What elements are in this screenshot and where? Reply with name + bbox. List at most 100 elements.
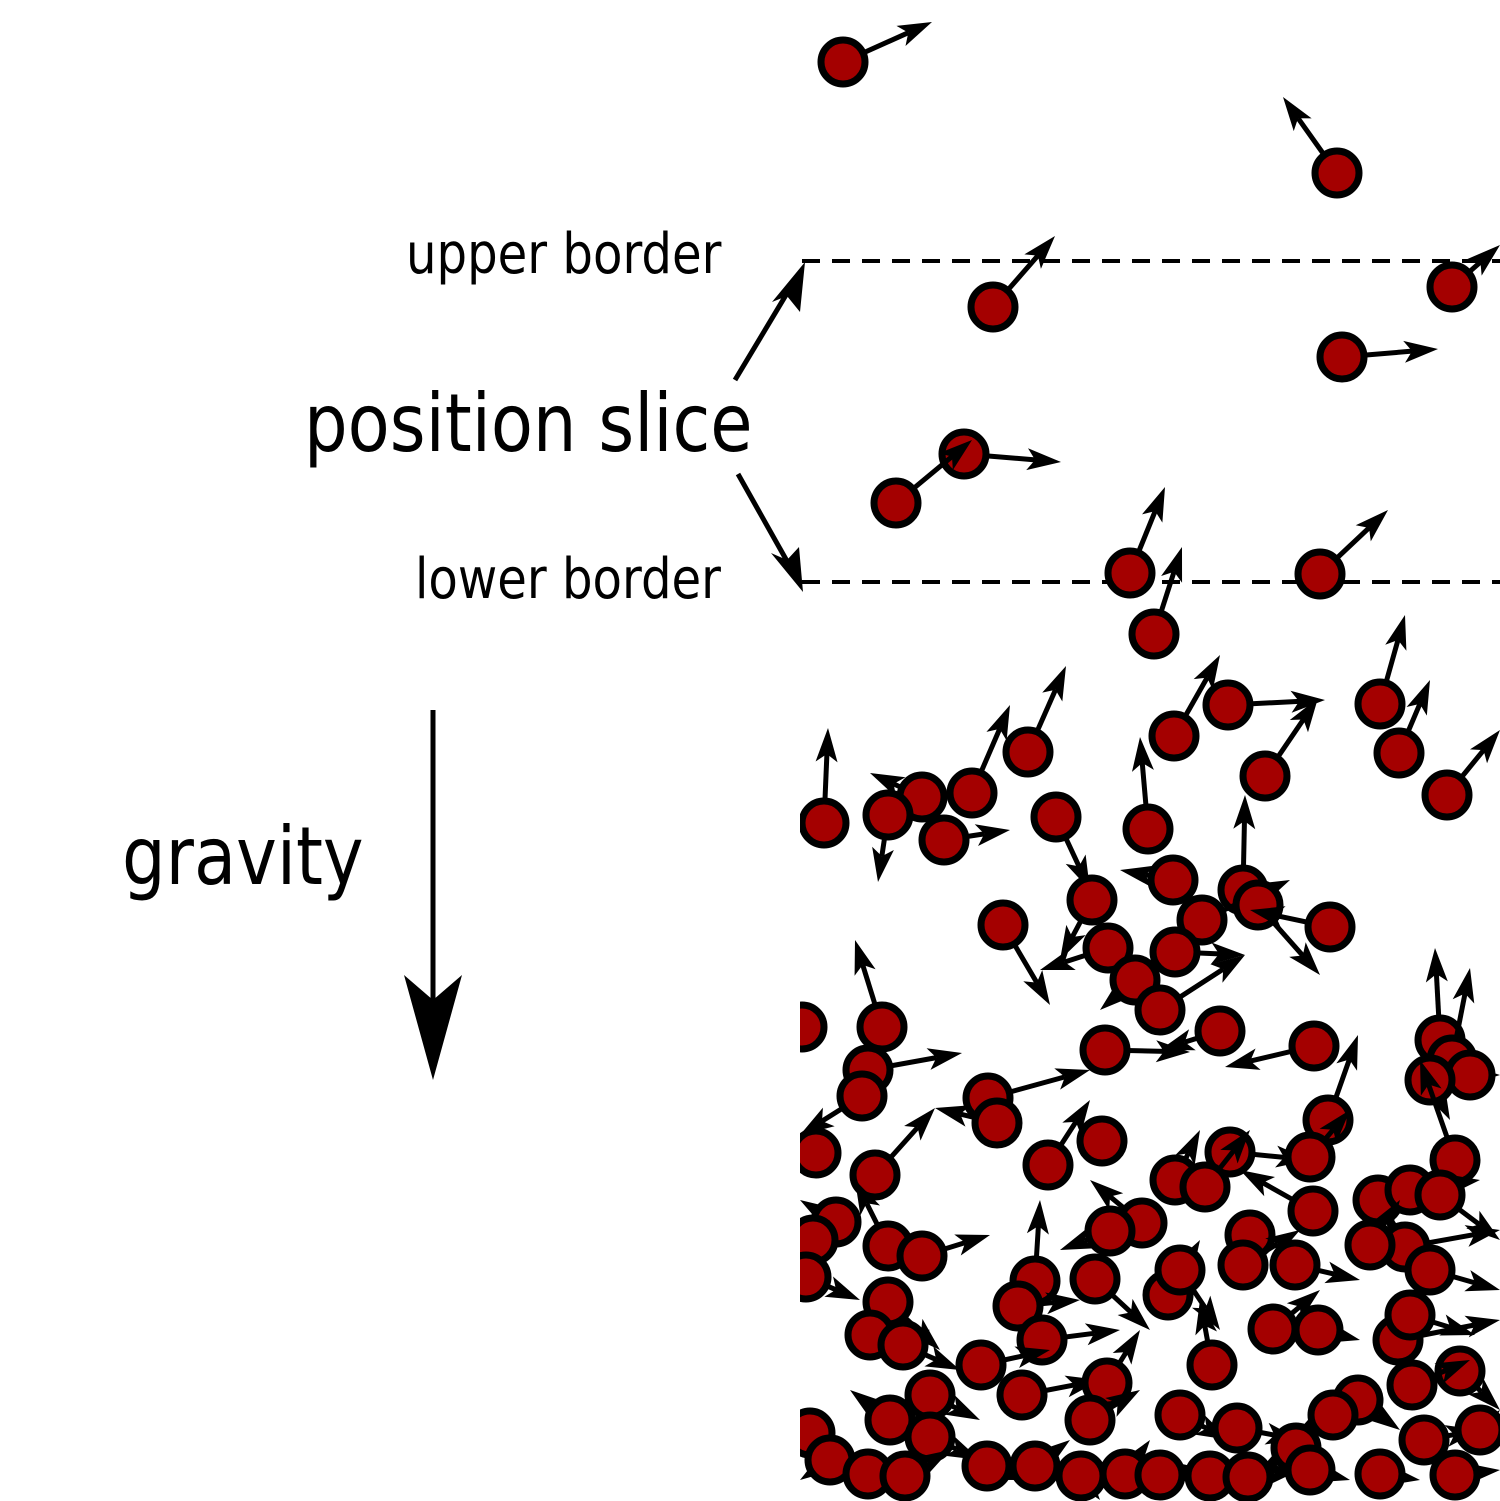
velocity-arrow-head: [1286, 1290, 1320, 1321]
gravity-arrow-icon: [404, 710, 462, 1080]
particle-icon: [1148, 655, 1220, 762]
particle-icon: [1240, 1170, 1339, 1237]
velocity-arrow-head: [1371, 1200, 1400, 1235]
particle-icon: [1239, 698, 1318, 802]
particle-icon: [1404, 1244, 1500, 1296]
particle-body: [977, 899, 1029, 951]
upper-pointer-arrow-icon: [732, 262, 805, 382]
velocity-arrow-head: [872, 846, 894, 882]
particle-icon: [1030, 791, 1090, 890]
particle-icon: [896, 1230, 990, 1282]
particle-icon: [904, 1411, 980, 1463]
particle-icon: [849, 1108, 935, 1201]
particle-icon: [977, 899, 1050, 1005]
particle-icon: [1064, 1390, 1140, 1446]
particle-icon: [1294, 510, 1388, 600]
particle-icon: [1225, 1020, 1340, 1072]
particle-icon: [877, 1319, 960, 1371]
velocity-arrow-head: [1403, 340, 1438, 363]
velocity-arrow-head: [896, 22, 932, 46]
particle-body: [961, 1440, 1013, 1492]
particle-body: [1414, 1169, 1466, 1221]
particle-body: [1055, 1450, 1107, 1501]
velocity-arrow-head: [915, 1450, 950, 1477]
particle-icon: [1022, 1100, 1090, 1191]
particle-body: [1154, 1389, 1206, 1441]
particle-body: [1009, 1440, 1061, 1492]
particle-icon: [1247, 1290, 1320, 1355]
particle-body: [1434, 1345, 1486, 1397]
velocity-arrow-head: [1439, 1314, 1475, 1336]
particle-body: [996, 1369, 1048, 1421]
particle-icon: [1076, 1115, 1128, 1167]
lower-pointer-arrow-icon: [735, 472, 803, 592]
particle-icon: [967, 236, 1055, 333]
particle-body: [1384, 1289, 1436, 1341]
particle-body: [1239, 750, 1291, 802]
particle-body: [1386, 1359, 1438, 1411]
particle-icon: [918, 814, 1010, 866]
particle-icon: [1069, 1253, 1150, 1330]
particle-body: [1176, 894, 1228, 946]
particle-icon: [1149, 926, 1245, 978]
velocity-arrow-head: [1336, 1035, 1358, 1071]
particle-icon: [879, 1450, 950, 1501]
particle-body: [1373, 727, 1425, 779]
particle-body: [800, 1127, 842, 1179]
particle-body: [1202, 679, 1254, 731]
particle-icon: [904, 1369, 980, 1421]
particle-body: [1426, 261, 1478, 313]
velocity-arrow-head: [944, 1394, 980, 1420]
velocity-arrow-head: [974, 824, 1010, 846]
particle-body: [896, 1230, 948, 1282]
particle-icon: [800, 1001, 828, 1053]
particle-body: [1179, 1161, 1231, 1213]
particle-body: [1316, 331, 1368, 383]
particle-body: [1311, 147, 1363, 199]
velocity-arrow-head: [824, 1276, 860, 1300]
particle-body: [1104, 547, 1156, 599]
velocity-arrow-head: [1042, 666, 1066, 702]
particle-icon: [1040, 922, 1134, 974]
velocity-arrow-head: [800, 1107, 835, 1135]
particle-body: [1354, 678, 1406, 730]
particle-body: [1064, 1394, 1116, 1446]
particle-body: [1134, 1449, 1186, 1501]
particle-icon: [870, 440, 972, 529]
particle-icon: [850, 1390, 916, 1446]
velocity-arrow-head: [1117, 1298, 1150, 1330]
particle-body: [1128, 608, 1180, 660]
particle-icon: [1134, 955, 1245, 1036]
particle-body: [1269, 1239, 1321, 1291]
velocity-arrow-head: [1045, 1292, 1080, 1315]
particle-body: [1211, 1402, 1263, 1454]
particle-icon: [817, 22, 932, 88]
velocity-arrow-head: [1014, 1346, 1050, 1368]
velocity-arrow-head: [924, 1346, 960, 1370]
velocity-arrow-head: [1060, 1227, 1096, 1250]
particle-body: [1304, 901, 1356, 953]
velocity-arrow-head: [1355, 510, 1388, 542]
particle-body: [1398, 1414, 1450, 1466]
particle-body: [1076, 1115, 1128, 1167]
particle-icon: [800, 728, 850, 849]
particle-body: [1292, 1304, 1344, 1356]
velocity-arrow-head: [1112, 1330, 1140, 1365]
particle-body: [1247, 1303, 1299, 1355]
particle-body: [856, 1001, 908, 1053]
particle-body: [1079, 1024, 1131, 1076]
particle-body: [836, 1070, 888, 1122]
velocity-arrow-head: [926, 1048, 962, 1070]
particle-body: [1217, 1239, 1269, 1291]
velocity-arrow-head: [1240, 1170, 1276, 1197]
velocity-arrow-head: [1467, 1378, 1500, 1410]
velocity-arrow-head: [1225, 1048, 1261, 1070]
particle-icon: [1128, 547, 1183, 660]
particle-icon: [1284, 1444, 1350, 1496]
velocity-arrow-head: [1464, 1225, 1500, 1247]
position-slice-label: position slice: [304, 377, 753, 470]
particle-body: [904, 1369, 956, 1421]
velocity-arrow-head: [1406, 680, 1430, 716]
particle-body: [1421, 769, 1473, 821]
particle-icon: [1284, 1110, 1350, 1183]
